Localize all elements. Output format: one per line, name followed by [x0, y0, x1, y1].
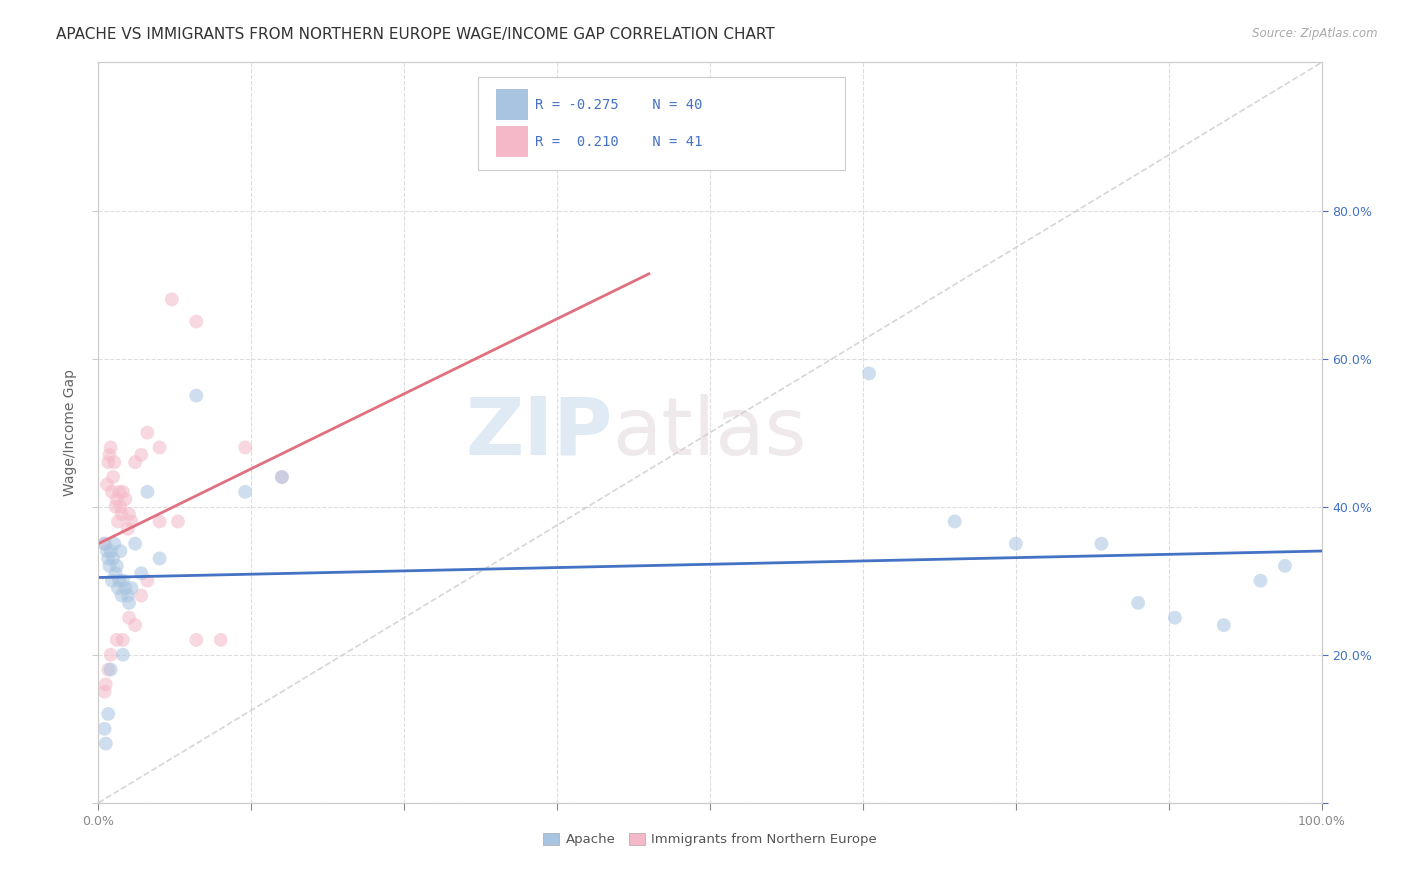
- Point: [97, 455, 120, 469]
- Text: R = -0.275    N = 40: R = -0.275 N = 40: [536, 97, 703, 112]
- Point: [100, 441, 122, 455]
- Y-axis label: Wage/Income Gap: Wage/Income Gap: [63, 369, 77, 496]
- Point: [93, 685, 115, 699]
- Point: [98, 558, 121, 573]
- Point: [1128, 596, 1150, 610]
- Point: [186, 314, 208, 328]
- Point: [108, 484, 131, 499]
- Point: [111, 574, 134, 588]
- Point: [117, 522, 139, 536]
- Point: [114, 581, 136, 595]
- Point: [111, 648, 134, 662]
- Point: [103, 536, 125, 550]
- Point: [107, 515, 129, 529]
- Text: atlas: atlas: [612, 393, 807, 472]
- Point: [149, 551, 172, 566]
- Point: [101, 484, 124, 499]
- Point: [93, 536, 115, 550]
- Point: [94, 677, 117, 691]
- Point: [124, 618, 146, 632]
- Point: [103, 455, 125, 469]
- Point: [105, 558, 128, 573]
- Point: [1164, 610, 1187, 624]
- Point: [136, 425, 159, 440]
- Point: [94, 737, 117, 751]
- Point: [100, 663, 122, 677]
- FancyBboxPatch shape: [496, 126, 527, 157]
- Point: [118, 610, 141, 624]
- Point: [105, 632, 128, 647]
- Point: [110, 500, 132, 514]
- Point: [97, 551, 120, 566]
- Point: [93, 722, 115, 736]
- Point: [270, 470, 294, 484]
- Point: [129, 448, 152, 462]
- Point: [149, 441, 172, 455]
- Legend: Apache, Immigrants from Northern Europe: Apache, Immigrants from Northern Europe: [538, 828, 882, 852]
- Point: [98, 448, 121, 462]
- Point: [270, 470, 294, 484]
- Point: [97, 663, 120, 677]
- Point: [129, 589, 152, 603]
- Point: [943, 515, 966, 529]
- FancyBboxPatch shape: [496, 89, 527, 120]
- Point: [105, 492, 128, 507]
- Point: [186, 388, 208, 402]
- Point: [111, 507, 134, 521]
- Point: [100, 544, 122, 558]
- Point: [118, 596, 141, 610]
- Point: [167, 515, 190, 529]
- Point: [101, 551, 124, 566]
- Point: [96, 544, 118, 558]
- Point: [110, 544, 132, 558]
- Point: [858, 367, 880, 381]
- Point: [124, 536, 146, 550]
- Point: [1090, 536, 1112, 550]
- Point: [1004, 536, 1026, 550]
- Point: [111, 589, 134, 603]
- Point: [96, 477, 118, 491]
- Point: [104, 566, 127, 581]
- Point: [1249, 574, 1271, 588]
- Point: [149, 515, 172, 529]
- Point: [107, 581, 129, 595]
- Point: [101, 470, 124, 484]
- Point: [160, 293, 183, 307]
- Point: [233, 484, 256, 499]
- Point: [97, 706, 120, 721]
- Point: [120, 581, 142, 595]
- Point: [108, 574, 131, 588]
- Point: [111, 484, 134, 499]
- Text: Source: ZipAtlas.com: Source: ZipAtlas.com: [1253, 27, 1378, 40]
- Text: ZIP: ZIP: [465, 393, 612, 472]
- Point: [186, 632, 208, 647]
- Point: [118, 507, 141, 521]
- Point: [136, 574, 159, 588]
- Point: [209, 632, 232, 647]
- Point: [120, 515, 142, 529]
- Point: [1274, 558, 1296, 573]
- FancyBboxPatch shape: [478, 78, 845, 169]
- Point: [114, 492, 136, 507]
- Point: [101, 574, 124, 588]
- Point: [124, 455, 146, 469]
- Point: [111, 632, 134, 647]
- Point: [100, 648, 122, 662]
- Point: [233, 441, 256, 455]
- Point: [129, 566, 152, 581]
- Point: [1212, 618, 1234, 632]
- Text: R =  0.210    N = 41: R = 0.210 N = 41: [536, 135, 703, 149]
- Point: [93, 536, 115, 550]
- Point: [104, 500, 127, 514]
- Point: [117, 589, 139, 603]
- Point: [136, 484, 159, 499]
- Text: APACHE VS IMMIGRANTS FROM NORTHERN EUROPE WAGE/INCOME GAP CORRELATION CHART: APACHE VS IMMIGRANTS FROM NORTHERN EUROP…: [56, 27, 775, 42]
